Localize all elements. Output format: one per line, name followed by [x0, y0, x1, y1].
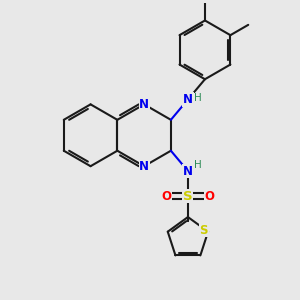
Text: O: O	[205, 190, 215, 202]
Text: N: N	[183, 93, 193, 106]
Text: S: S	[200, 224, 208, 237]
Text: H: H	[194, 93, 202, 103]
Text: N: N	[139, 98, 149, 111]
Text: N: N	[139, 160, 149, 173]
Text: O: O	[161, 190, 171, 202]
Text: N: N	[183, 164, 193, 178]
Text: S: S	[183, 190, 193, 202]
Text: H: H	[194, 160, 202, 170]
